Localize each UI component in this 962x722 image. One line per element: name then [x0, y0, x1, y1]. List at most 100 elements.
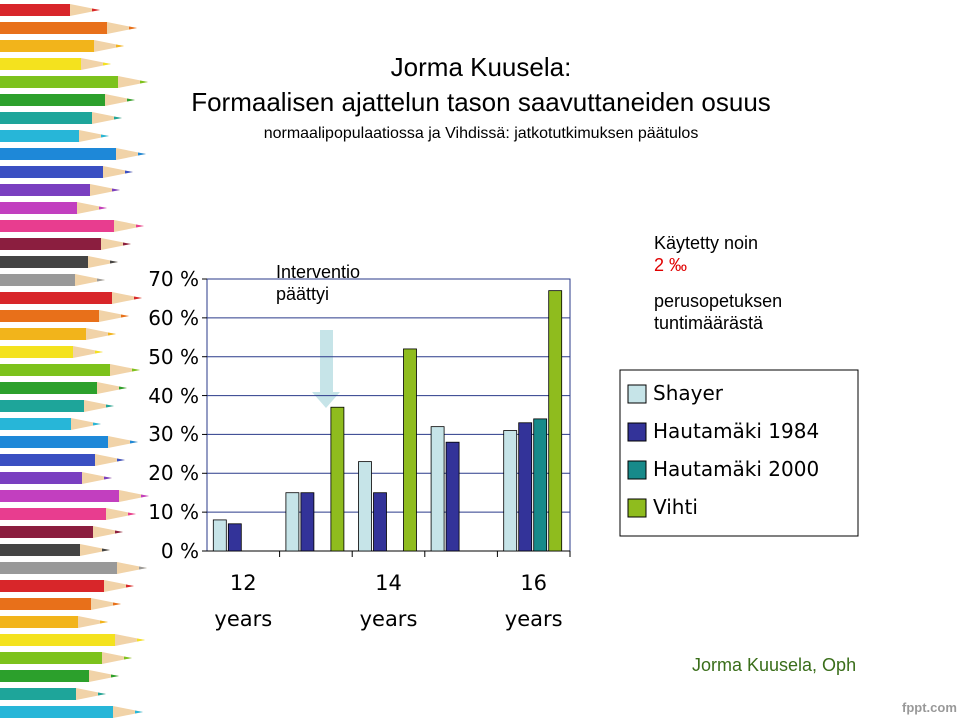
pencil [0, 202, 77, 214]
bar [331, 407, 344, 551]
pencil-lead [126, 585, 134, 588]
bar [301, 493, 314, 551]
pencil-lead [125, 171, 133, 174]
note: Käytetty noin [654, 233, 758, 254]
pencil-lead [141, 495, 149, 498]
pencil-lead [111, 675, 119, 678]
bar [404, 349, 417, 551]
pencil-lead [110, 261, 118, 264]
pencil [0, 580, 104, 592]
pencil-lead [106, 405, 114, 408]
y-tick-label: 50 % [119, 345, 199, 369]
bar [359, 462, 372, 551]
pencil [0, 418, 71, 430]
title: Formaalisen ajattelun tason saavuttaneid… [0, 87, 962, 118]
arrow [312, 330, 340, 408]
pencil [0, 328, 86, 340]
pencil [0, 346, 73, 358]
legend-label: Vihti [653, 495, 698, 519]
pencil [0, 688, 76, 700]
pencil [0, 166, 103, 178]
pencil-lead [104, 477, 112, 480]
pencil [0, 526, 93, 538]
pencil-lead [124, 657, 132, 660]
pencil [0, 148, 116, 160]
y-tick-label: 40 % [119, 384, 199, 408]
pencil-lead [95, 351, 103, 354]
bar [549, 291, 562, 551]
pencil-lead [108, 333, 116, 336]
pencil-lead [92, 9, 100, 12]
pencil [0, 292, 112, 304]
pencil-lead [129, 27, 137, 30]
pencil [0, 400, 84, 412]
pencil-lead [97, 279, 105, 282]
pencil-lead [135, 711, 143, 714]
pencil-lead [116, 45, 124, 48]
note: perusopetuksen [654, 291, 782, 312]
bar [504, 431, 517, 551]
legend-swatch [628, 499, 646, 517]
pencil-lead [98, 693, 106, 696]
pencil-lead [134, 297, 142, 300]
bar [446, 442, 459, 551]
note: 2 ‰ [654, 255, 687, 276]
pencil-lead [139, 567, 147, 570]
pencil-lead [115, 531, 123, 534]
y-tick-label: 20 % [119, 461, 199, 485]
pencil-lead [137, 639, 145, 642]
x-tick-label: 12 years [208, 565, 278, 637]
pencil [0, 490, 119, 502]
y-tick-label: 70 % [119, 267, 199, 291]
legend-label: Shayer [653, 381, 723, 405]
pencil [0, 256, 88, 268]
bar [286, 493, 299, 551]
pencil-lead [113, 603, 121, 606]
pencil [0, 652, 102, 664]
bar [431, 427, 444, 551]
y-tick-label: 30 % [119, 422, 199, 446]
annotation: Interventio päättyi [276, 261, 396, 305]
pencil-lead [136, 225, 144, 228]
pencil [0, 382, 97, 394]
pencil [0, 706, 113, 718]
pencil-lead [138, 153, 146, 156]
bar [534, 419, 547, 551]
pencil [0, 22, 107, 34]
pencil [0, 238, 101, 250]
pencil [0, 454, 95, 466]
x-tick-label: 14 years [354, 565, 424, 637]
pencil-lead [99, 207, 107, 210]
pencil-lead [102, 549, 110, 552]
pencil [0, 436, 108, 448]
pencil [0, 634, 115, 646]
pencil [0, 274, 75, 286]
pencil-lead [100, 621, 108, 624]
pencil [0, 508, 106, 520]
pencil-lead [132, 369, 140, 372]
pencil-lead [93, 423, 101, 426]
pencil [0, 40, 94, 52]
legend-swatch [628, 461, 646, 479]
pencil [0, 472, 82, 484]
heading: Jorma Kuusela: [0, 52, 962, 83]
note: tuntimäärästä [654, 313, 763, 334]
slide: Jorma Kuusela: Formaalisen ajattelun tas… [0, 0, 962, 722]
x-tick-label: 16 years [499, 565, 569, 637]
pencil [0, 562, 117, 574]
pencil [0, 364, 110, 376]
pencil [0, 310, 99, 322]
y-tick-label: 10 % [119, 500, 199, 524]
pencil [0, 544, 80, 556]
bar [213, 520, 226, 551]
pencil [0, 184, 90, 196]
legend-swatch [628, 423, 646, 441]
pencil-lead [123, 243, 131, 246]
watermark: fppt.com [902, 700, 957, 715]
legend-swatch [628, 385, 646, 403]
subtitle: normaalipopulaatiossa ja Vihdissä: jatko… [0, 125, 962, 143]
pencil [0, 4, 70, 16]
pencil [0, 670, 89, 682]
bar [374, 493, 387, 551]
y-tick-label: 60 % [119, 306, 199, 330]
